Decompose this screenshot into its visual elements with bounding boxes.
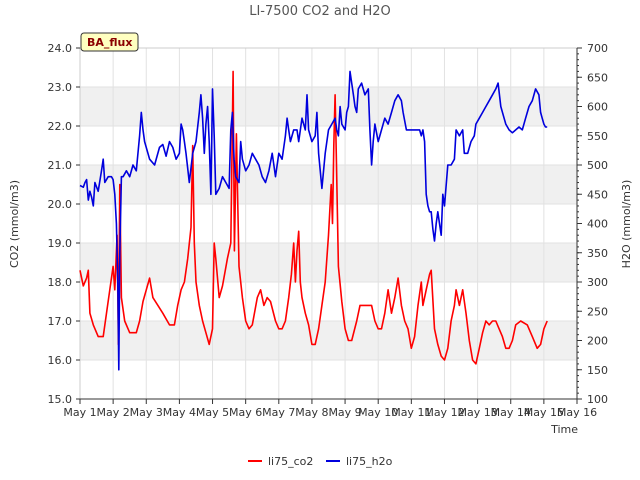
y-left-tick-label: 24.0 (48, 42, 73, 55)
y-right-tick-label: 700 (587, 42, 608, 55)
y-left-tick-label: 21.0 (48, 159, 73, 172)
y-right-tick-label: 200 (587, 335, 608, 348)
chart-title: LI-7500 CO2 and H2O (249, 4, 391, 19)
x-tick-label: May 3 (130, 406, 163, 419)
legend-label-co2: li75_co2 (268, 455, 313, 468)
legend: li75_co2 li75_h2o (248, 455, 393, 468)
y-right-tick-label: 250 (587, 305, 608, 318)
series-line-li75_h2o (79, 70, 548, 371)
x-tick-label: May 1 (63, 406, 96, 419)
y-left-tick-label: 19.0 (48, 237, 73, 250)
y-right-tick-label: 450 (587, 188, 608, 201)
x-tick-label: May 13 (457, 406, 497, 419)
x-tick-label: May 12 (424, 406, 464, 419)
y-axis-left-title: CO2 (mmol/m3) (8, 180, 21, 268)
y-right-tick-label: 300 (587, 276, 608, 289)
band (80, 165, 577, 204)
legend-label-h2o: li75_h2o (346, 455, 393, 468)
x-tick-label: May 8 (295, 406, 328, 419)
y-left-tick-label: 18.0 (48, 276, 73, 289)
x-axis-title: Time (550, 423, 578, 436)
y-left-tick-label: 16.0 (48, 354, 73, 367)
y-left-tick-label: 22.0 (48, 120, 73, 133)
y-left-tick-label: 15.0 (48, 393, 73, 406)
x-tick-label: May 6 (229, 406, 262, 419)
x-tick-label: May 4 (163, 406, 196, 419)
legend-item-co2[interactable]: li75_co2 (248, 455, 313, 468)
badge-label: BA_flux (87, 36, 132, 49)
y-left-tick-label: 17.0 (48, 315, 73, 328)
y-right-tick-label: 150 (587, 364, 608, 377)
x-tick-label: May 7 (262, 406, 295, 419)
y-right-tick-label: 650 (587, 71, 608, 84)
y-right-tick-label: 100 (587, 393, 608, 406)
band (80, 87, 577, 126)
y-right-tick-label: 550 (587, 130, 608, 143)
y-axis-right-title: H2O (mmol/m3) (620, 180, 633, 269)
y-left-tick-label: 20.0 (48, 198, 73, 211)
series-line-li75_co2 (79, 70, 548, 365)
x-axis: May 1 May 2 May 3 May 4 May 5 May 6 May 7 May 8… (63, 398, 597, 419)
badge-box (80, 32, 139, 52)
background-bands (80, 87, 577, 360)
y-left-tick-label: 23.0 (48, 81, 73, 94)
y-right-tick-label: 600 (587, 101, 608, 114)
x-tick-label: May 2 (97, 406, 130, 419)
x-tick-label: May 15 (524, 406, 564, 419)
x-tick-label: May 16 (557, 406, 597, 419)
band (80, 321, 577, 360)
series-layer (79, 70, 548, 371)
right-axis: 100 150 200 250 300 350 400 450 500 550 600 650 700 (576, 42, 608, 406)
x-tick-label: May 10 (358, 406, 398, 419)
left-axis: 15.0 16.0 17.0 18.0 19.0 20.0 21.0 22.0 23.0 24.0 (48, 42, 80, 406)
y-right-tick-label: 400 (587, 218, 608, 231)
band (80, 243, 577, 282)
y-right-tick-label: 500 (587, 159, 608, 172)
x-tick-label: May 11 (391, 406, 431, 419)
x-tick-label: May 14 (491, 406, 531, 419)
x-tick-label: May 5 (196, 406, 229, 419)
ba-flux-badge: BA_flux (80, 32, 139, 52)
x-tick-label: May 9 (328, 406, 361, 419)
legend-item-h2o[interactable]: li75_h2o (326, 455, 393, 468)
y-right-tick-label: 350 (587, 247, 608, 260)
